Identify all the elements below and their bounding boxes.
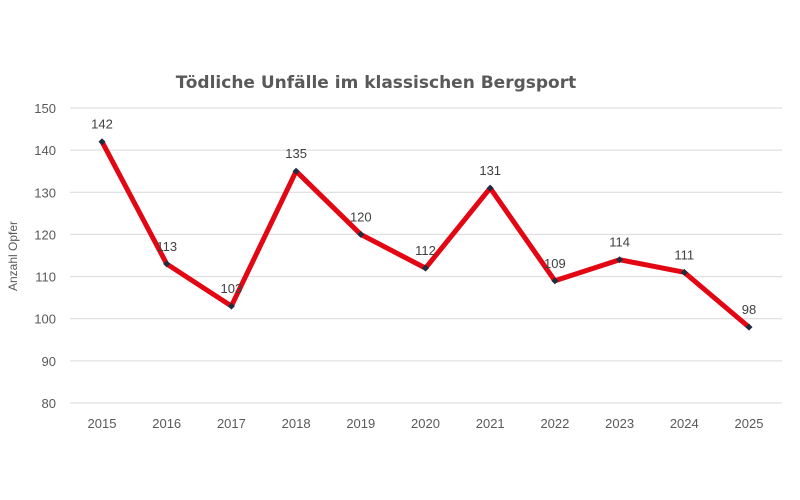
data-point [422, 264, 429, 272]
data-label: 114 [609, 235, 630, 250]
data-label: 112 [415, 243, 436, 258]
x-tick-label: 2015 [88, 416, 117, 431]
x-tick-label: 2019 [346, 416, 375, 431]
y-tick-label: 150 [34, 101, 56, 116]
y-tick-label: 90 [42, 354, 56, 369]
x-tick-label: 2023 [605, 416, 634, 431]
x-tick-label: 2020 [411, 416, 440, 431]
y-tick-label: 110 [35, 270, 56, 285]
data-label: 109 [544, 256, 566, 271]
y-tick-label: 80 [42, 396, 56, 411]
data-label: 135 [285, 146, 307, 161]
data-label: 111 [674, 247, 694, 262]
data-label: 103 [221, 281, 243, 296]
x-tick-label: 2021 [476, 416, 505, 431]
y-tick-label: 130 [34, 185, 56, 200]
data-point [98, 138, 106, 146]
y-tick-label: 120 [34, 227, 56, 242]
data-point [486, 184, 494, 192]
data-point [616, 256, 624, 264]
x-tick-label: 2024 [670, 416, 699, 431]
data-label: 131 [479, 163, 501, 178]
data-point [357, 230, 365, 238]
chart-title: Tödliche Unfälle im klassischen Bergspor… [176, 73, 577, 93]
x-tick-label: 2022 [540, 416, 569, 431]
data-point [551, 277, 559, 285]
x-tick-label: 2016 [152, 416, 181, 431]
data-label: 98 [742, 302, 756, 317]
data-point [227, 302, 235, 310]
data-label: 120 [350, 209, 372, 224]
x-tick-label: 2018 [282, 416, 311, 431]
data-point [680, 268, 688, 276]
data-point [745, 323, 753, 331]
data-point [292, 167, 300, 175]
data-label: 113 [156, 239, 177, 254]
y-axis-label: Anzahl Opfer [6, 221, 20, 291]
y-tick-label: 140 [34, 143, 56, 158]
data-label: 142 [91, 117, 113, 132]
y-tick-label: 100 [34, 312, 56, 327]
x-tick-label: 2017 [217, 416, 246, 431]
x-tick-label: 2025 [735, 416, 764, 431]
data-point [163, 260, 171, 268]
